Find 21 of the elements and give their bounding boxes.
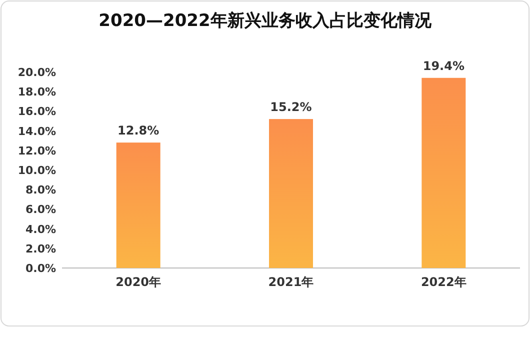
- y-tick-label: 2.0%: [25, 242, 56, 256]
- bar: [116, 142, 160, 268]
- y-tick-label: 6.0%: [25, 203, 56, 216]
- x-tick-label: 2022年: [420, 275, 466, 289]
- y-tick-label: 10.0%: [18, 164, 56, 177]
- y-tick-label: 8.0%: [25, 184, 56, 197]
- y-tick-label: 4.0%: [25, 222, 56, 236]
- y-tick-label: 18.0%: [18, 86, 56, 99]
- data-label: 15.2%: [270, 100, 312, 114]
- bar: [269, 119, 313, 268]
- x-tick-label: 2020年: [116, 275, 162, 289]
- y-tick-label: 14.0%: [18, 124, 56, 138]
- x-tick-label: 2021年: [268, 275, 314, 289]
- data-label: 19.4%: [422, 58, 464, 73]
- y-tick-label: 0.0%: [25, 262, 56, 275]
- chart-title: 2020—2022年新兴业务收入占比变化情况: [98, 11, 432, 31]
- y-tick-label: 12.0%: [18, 144, 56, 158]
- bar: [422, 78, 466, 268]
- data-label: 12.8%: [118, 124, 160, 138]
- y-tick-label: 20.0%: [18, 66, 56, 79]
- y-tick-label: 16.0%: [18, 105, 56, 118]
